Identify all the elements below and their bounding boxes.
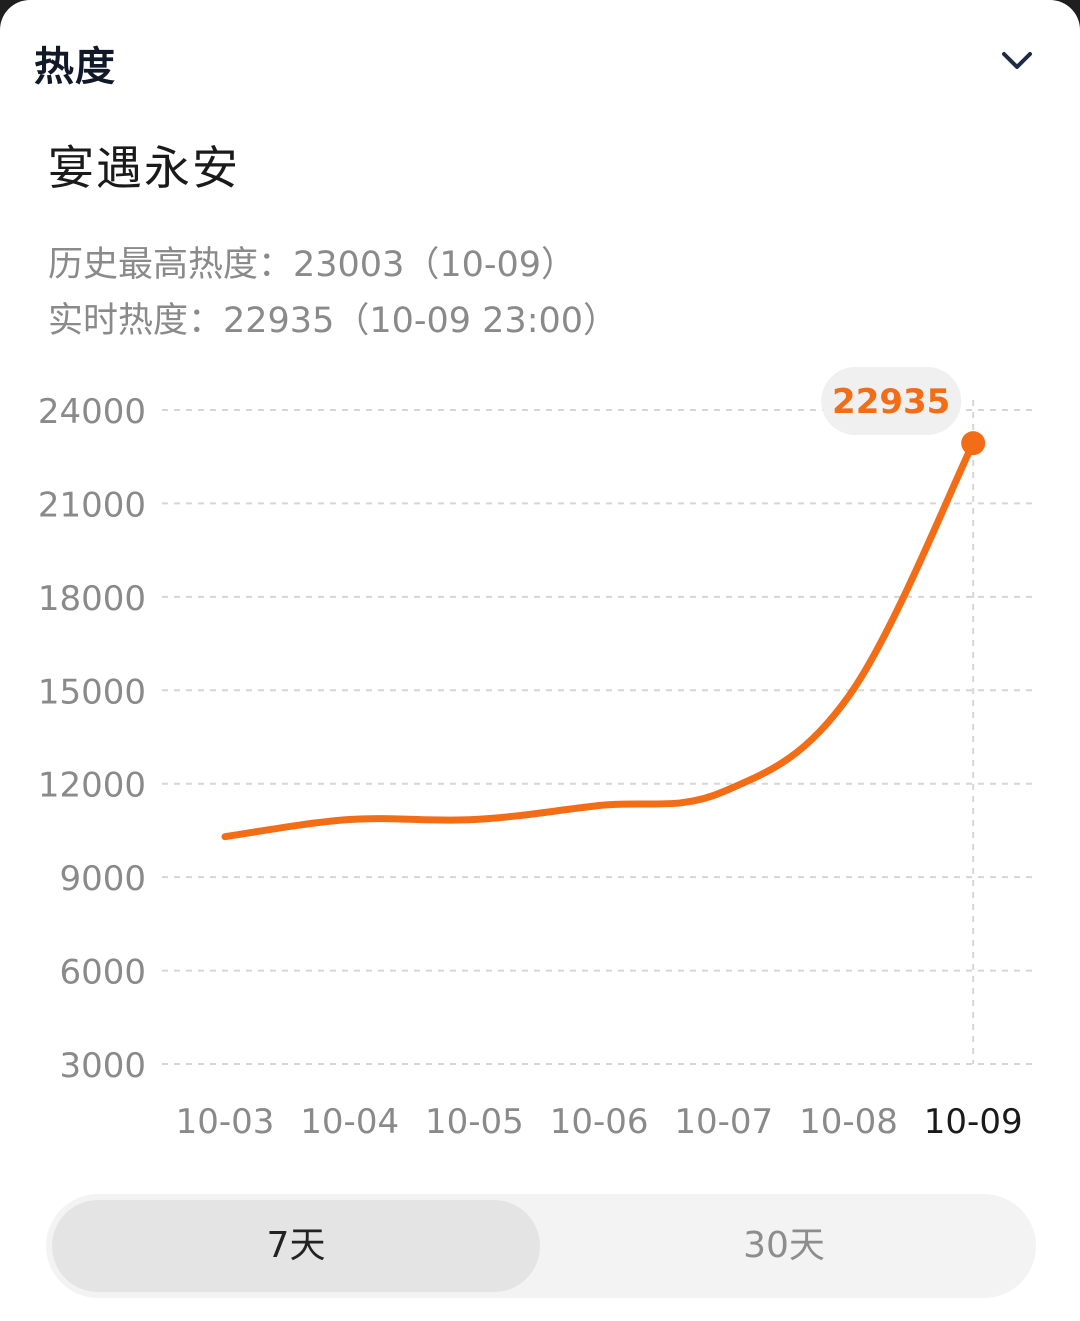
series-line (221, 439, 977, 841)
y-tick-label: 3000 (59, 1046, 146, 1086)
topic-title: 宴遇永安 (48, 141, 240, 195)
callout-value: 22935 (832, 382, 950, 422)
x-tick-label: 10-05 (425, 1102, 524, 1142)
chevron-down-icon[interactable] (996, 42, 1038, 82)
x-tick-label: 10-08 (799, 1102, 898, 1142)
y-tick-label: 9000 (59, 859, 146, 899)
range-7-days-button[interactable]: 7天 (52, 1200, 540, 1292)
peak-heat-text: 历史最高热度：23003（10-09） (48, 245, 577, 285)
x-tick-label: 10-09 (924, 1102, 1023, 1142)
section-title: 热度 (34, 44, 116, 90)
y-tick-label: 24000 (38, 392, 146, 432)
live-heat-text: 实时热度：22935（10-09 23:00） (48, 301, 619, 341)
x-tick-label: 10-04 (300, 1102, 399, 1142)
latest-point (961, 431, 986, 456)
range-toggle: 7天 30天 (46, 1194, 1036, 1298)
x-tick-label: 10-07 (674, 1102, 773, 1142)
range-30-days-button[interactable]: 30天 (743, 1225, 825, 1266)
callout-badge (821, 367, 962, 435)
y-tick-label: 15000 (38, 672, 146, 712)
y-tick-label: 12000 (38, 766, 146, 806)
heat-line-chart: 3000 6000 9000 12000 15000 18000 21000 24000 10-… (38, 367, 1032, 1142)
y-tick-label: 6000 (59, 953, 146, 993)
x-tick-label: 10-06 (550, 1102, 649, 1142)
y-tick-label: 21000 (38, 485, 146, 525)
x-tick-label: 10-03 (176, 1102, 275, 1142)
y-tick-label: 18000 (38, 579, 146, 619)
